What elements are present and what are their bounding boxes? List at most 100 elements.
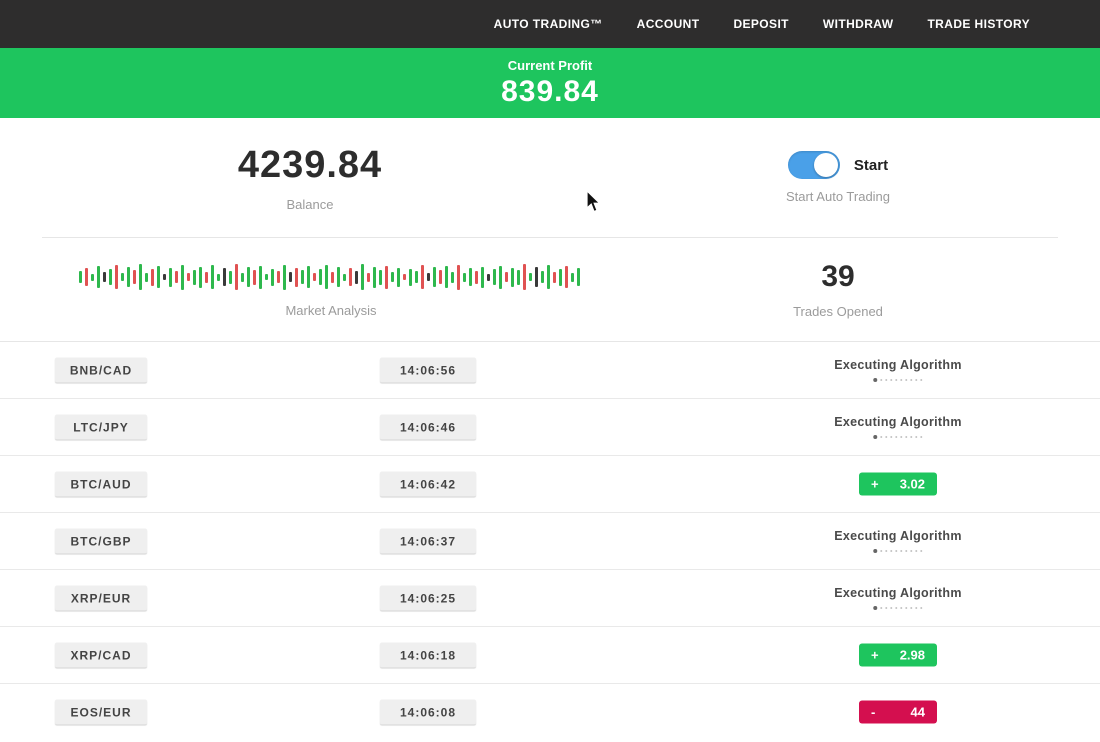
chart-bar	[565, 266, 568, 288]
auto-trading-toggle[interactable]	[787, 151, 840, 179]
trade-row: EOS/EUR 14:06:08 - 44	[0, 683, 1100, 740]
nav-item-deposit[interactable]: DEPOSIT	[733, 17, 789, 31]
toggle-knob-icon	[813, 153, 838, 177]
executing-algorithm-label: Executing Algorithm	[834, 529, 962, 543]
trade-time-badge: 14:06:08	[380, 699, 476, 725]
chart-bar	[361, 264, 364, 290]
trade-pair-badge[interactable]: LTC/JPY	[55, 414, 147, 440]
chart-bar	[481, 266, 484, 288]
progress-dot	[915, 436, 918, 438]
toggle-label: Start	[853, 156, 889, 174]
progress-dot	[885, 550, 888, 552]
balance-block: 4239.84 Balance	[0, 118, 620, 237]
trade-status: - 44	[859, 700, 937, 724]
trades-opened-count: 39	[821, 260, 855, 293]
chart-bar	[85, 268, 88, 286]
nav-item-account[interactable]: ACCOUNT	[636, 17, 700, 31]
chart-bar	[229, 270, 232, 284]
chart-bar	[421, 265, 424, 289]
chart-bar	[295, 267, 298, 287]
chart-bar	[541, 271, 544, 283]
chart-bar	[265, 274, 268, 280]
trade-pair-badge[interactable]: BNB/CAD	[55, 357, 147, 383]
chart-bar	[139, 264, 142, 290]
chart-bar	[121, 273, 124, 281]
trade-status: +2.98	[859, 643, 937, 667]
chart-bar	[109, 269, 112, 285]
chart-bar	[127, 267, 130, 287]
chart-bar	[499, 265, 502, 289]
progress-dot	[910, 379, 913, 381]
chart-bar	[205, 271, 208, 283]
chart-bar	[349, 268, 352, 286]
chart-bar	[367, 272, 370, 282]
progress-dot	[895, 607, 898, 609]
trade-pair-badge[interactable]: XRP/EUR	[55, 585, 147, 611]
trade-pair-badge[interactable]: BTC/GBP	[55, 528, 147, 554]
progress-dot	[900, 550, 903, 552]
chart-bar	[427, 273, 430, 281]
trades-opened-block: 39 Trades Opened	[620, 238, 1056, 341]
chart-bar	[511, 267, 514, 287]
current-profit-value: 839.84	[501, 74, 599, 108]
progress-dot	[880, 436, 883, 438]
progress-dot	[900, 436, 903, 438]
trades-opened-label: Trades Opened	[793, 304, 883, 319]
trade-status: Executing Algorithm	[834, 586, 961, 610]
progress-dot	[885, 607, 888, 609]
trade-time-badge: 14:06:46	[380, 414, 476, 440]
progress-dot	[873, 378, 878, 382]
top-navbar: AUTO TRADING™ ACCOUNT DEPOSIT WITHDRAW TRADE…	[0, 0, 1100, 48]
nav-item-auto-trading[interactable]: AUTO TRADING™	[493, 17, 603, 31]
trade-pair-badge[interactable]: EOS/EUR	[55, 699, 147, 725]
trade-pair-badge[interactable]: XRP/CAD	[55, 642, 147, 668]
trade-row: XRP/EUR 14:06:25 Executing Algorithm	[0, 569, 1100, 626]
chart-bar	[523, 264, 526, 290]
chart-bar	[289, 272, 292, 282]
executing-algorithm-label: Executing Algorithm	[834, 415, 962, 429]
chart-bar	[199, 266, 202, 288]
executing-algorithm-label: Executing Algorithm	[834, 358, 962, 372]
chart-bar	[145, 272, 148, 282]
chart-bar	[133, 270, 136, 284]
chart-bar	[313, 273, 316, 281]
chart-bar	[403, 274, 406, 280]
chart-bar	[445, 266, 448, 288]
chart-bar	[253, 269, 256, 285]
market-analysis-label: Market Analysis	[285, 303, 377, 318]
progress-dot	[895, 379, 898, 381]
chart-bar	[247, 267, 250, 287]
chart-bar	[517, 269, 520, 285]
nav-item-trade-history[interactable]: TRADE HISTORY	[927, 17, 1030, 31]
progress-dot	[905, 436, 908, 438]
market-analysis-block: Market Analysis	[42, 238, 620, 341]
chart-bar	[187, 273, 190, 281]
progress-dot	[895, 436, 898, 438]
progress-dot	[920, 607, 923, 609]
executing-algorithm-label: Executing Algorithm	[834, 586, 962, 600]
progress-dot	[920, 379, 923, 381]
trade-result-badge-profit: +2.98	[859, 643, 937, 667]
progress-dot	[873, 549, 878, 553]
profit-banner: Current Profit 839.84	[0, 48, 1100, 118]
chart-bar	[571, 272, 574, 282]
chart-bar	[235, 264, 238, 290]
progress-dot	[890, 436, 893, 438]
progress-dot	[920, 436, 923, 438]
trade-pair-badge[interactable]: BTC/AUD	[55, 471, 147, 497]
chart-bar	[577, 268, 580, 286]
progress-dots-icon	[873, 435, 923, 439]
trade-status: Executing Algorithm	[834, 529, 961, 553]
auto-trading-caption: Start Auto Trading	[785, 189, 891, 204]
chart-bar	[193, 269, 196, 285]
balance-section: 4239.84 Balance Start Start Auto Trading	[0, 118, 1100, 237]
progress-dot	[910, 436, 913, 438]
trade-status: Executing Algorithm	[834, 358, 961, 382]
market-section: Market Analysis 39 Trades Opened	[42, 237, 1058, 341]
chart-bar	[97, 266, 100, 288]
progress-dot	[900, 379, 903, 381]
trade-status: +3.02	[859, 472, 937, 496]
nav-item-withdraw[interactable]: WITHDRAW	[822, 17, 894, 31]
chart-bar	[181, 264, 184, 290]
chart-bar	[529, 273, 532, 281]
